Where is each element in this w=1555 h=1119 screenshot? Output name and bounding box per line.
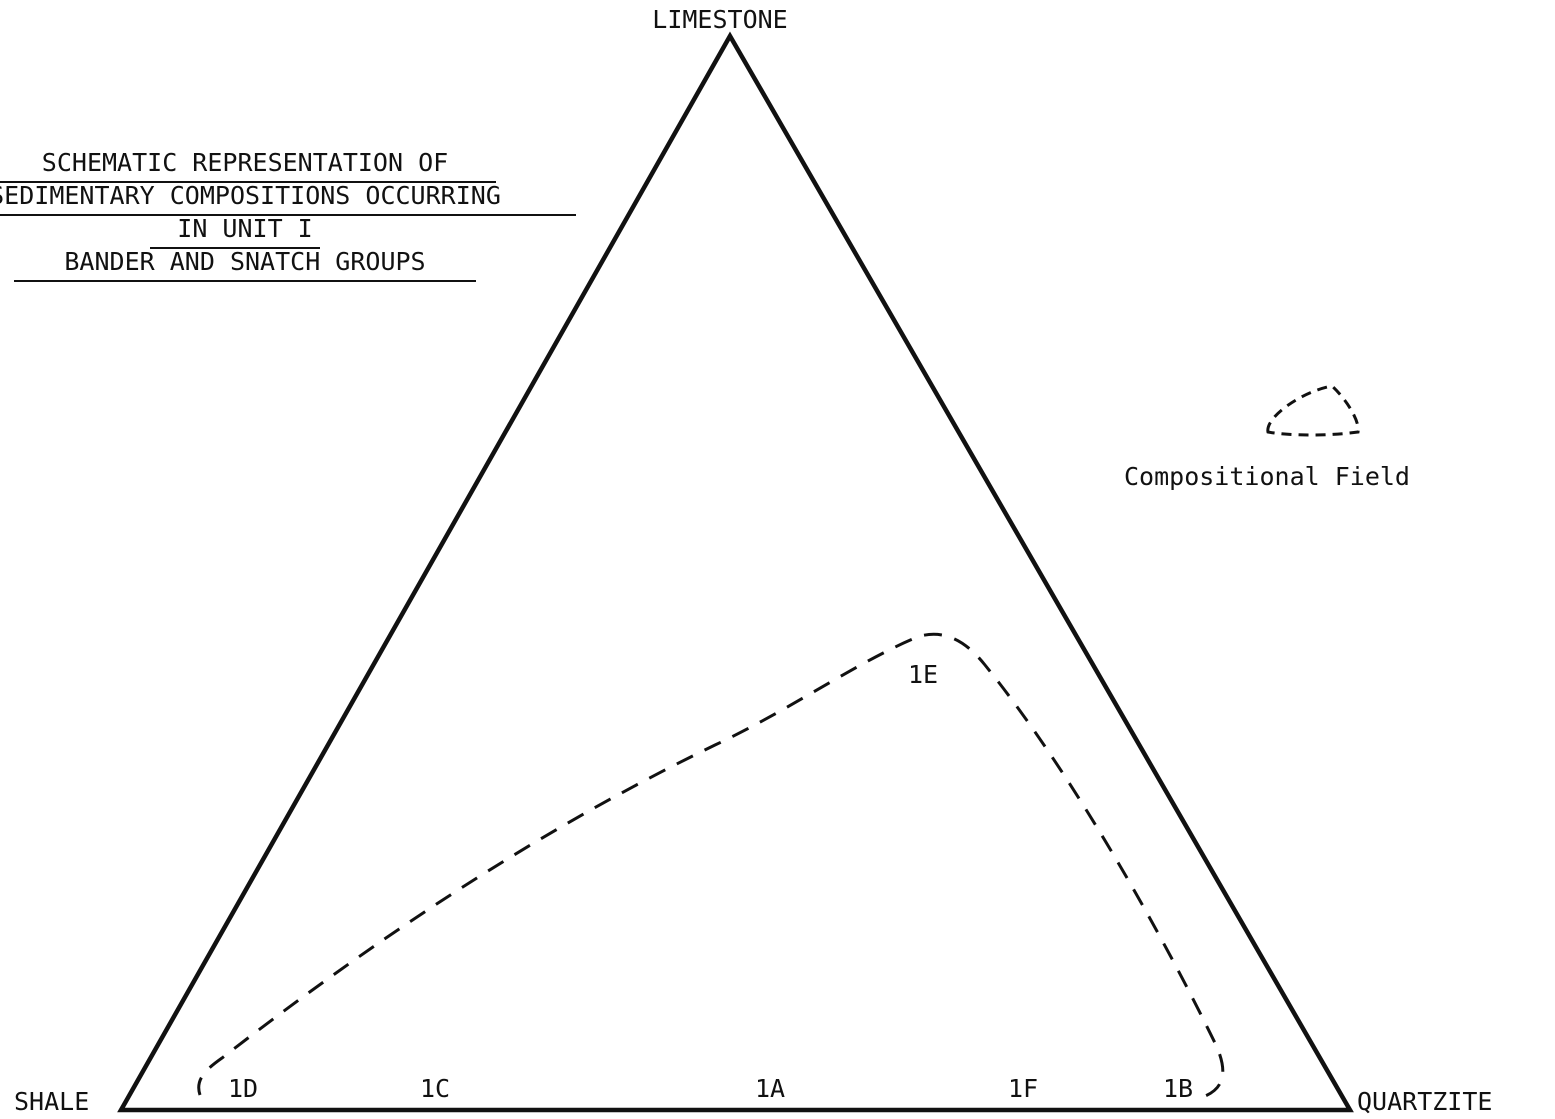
region-label-1a: 1A (755, 1074, 785, 1103)
vertex-label-limestone: LIMESTONE (652, 5, 787, 34)
ternary-triangle (117, 31, 1354, 1113)
legend-dashed-field-icon (1266, 384, 1360, 437)
legend: Compositional Field (1124, 384, 1410, 491)
title-line-2: SEDIMENTARY COMPOSITIONS OCCURRING (0, 181, 501, 210)
region-label-1f: 1F (1008, 1074, 1038, 1103)
diagram-title: SCHEMATIC REPRESENTATION OF SEDIMENTARY … (0, 148, 576, 282)
title-line-4: BANDER AND SNATCH GROUPS (64, 247, 425, 276)
vertex-label-shale: SHALE (14, 1087, 89, 1116)
compositional-field-boundary (197, 632, 1225, 1100)
title-line-3: IN UNIT I (177, 214, 312, 243)
region-label-1c: 1C (420, 1074, 450, 1103)
legend-label: Compositional Field (1124, 462, 1410, 491)
region-label-1d: 1D (228, 1074, 258, 1103)
title-line-1: SCHEMATIC REPRESENTATION OF (42, 148, 448, 177)
region-label-1e: 1E (908, 660, 938, 689)
vertex-label-quartzite: QUARTZITE (1357, 1087, 1492, 1116)
region-label-1b: 1B (1163, 1074, 1193, 1103)
